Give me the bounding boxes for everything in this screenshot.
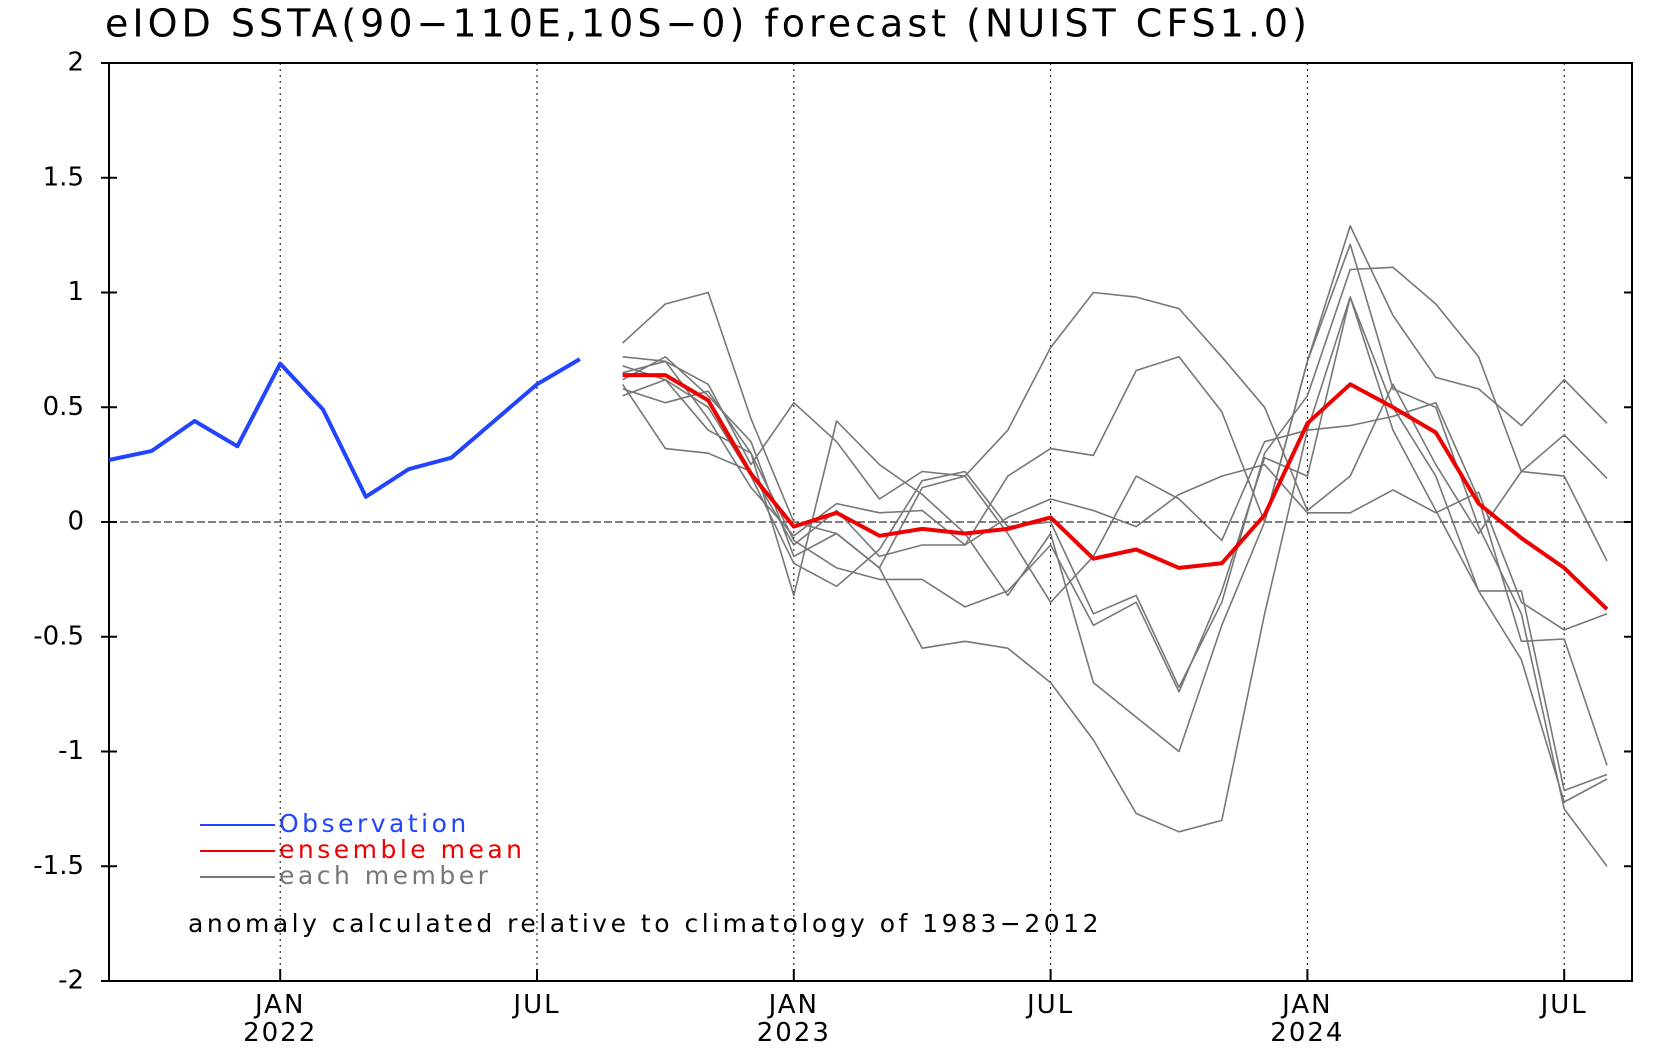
- y-tick-label: 1.5: [43, 162, 84, 192]
- y-tick-label: 1: [67, 277, 84, 307]
- x-tick-label: JAN 2023: [756, 990, 831, 1048]
- x-tick-label: JAN 2022: [243, 990, 318, 1048]
- x-tick-label: JUL: [1540, 990, 1588, 1020]
- y-tick-label: -2: [58, 966, 84, 996]
- x-tick-label: JAN 2024: [1270, 990, 1345, 1048]
- member-line: [622, 225, 1608, 753]
- member-line: [622, 360, 1608, 631]
- x-tick-label: JUL: [513, 990, 561, 1020]
- member-line: [622, 296, 1608, 792]
- member-line: [621, 243, 1608, 867]
- y-tick-label: 2: [67, 48, 84, 78]
- member-line: [622, 291, 1608, 569]
- member-line: [622, 291, 1608, 833]
- member-line: [622, 266, 1608, 688]
- y-tick-label: 0.5: [43, 392, 84, 422]
- mean-line: [622, 373, 1609, 611]
- member-line: [622, 356, 1608, 766]
- x-tick-label: JUL: [1027, 990, 1075, 1020]
- y-tick-label: -0.5: [33, 621, 84, 651]
- legend-label: ensemble mean: [279, 835, 526, 864]
- y-tick-label: -1.5: [33, 851, 84, 881]
- annotation: anomaly calculated relative to climatolo…: [188, 909, 1102, 938]
- y-tick-label: -1: [58, 736, 84, 766]
- chart-title: eIOD SSTA(90−110E,10S−0) forecast (NUIST…: [105, 2, 1311, 46]
- legend-label: each member: [279, 861, 491, 890]
- legend-label: Observation: [279, 809, 470, 838]
- observation-line: [108, 357, 581, 499]
- y-tick-label: 0: [67, 507, 84, 537]
